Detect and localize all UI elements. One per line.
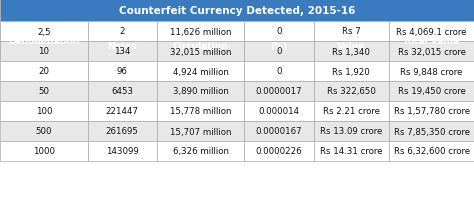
Text: Total Value: Total Value bbox=[403, 36, 460, 45]
Text: Rs 32,015 crore: Rs 32,015 crore bbox=[398, 47, 465, 56]
Bar bbox=[0, 42, 88, 62]
Text: Notes in
Circulation: Notes in Circulation bbox=[173, 31, 228, 50]
Text: 15,707 million: 15,707 million bbox=[170, 127, 231, 136]
Text: 10: 10 bbox=[38, 47, 49, 56]
Text: Rs 13.09 crore: Rs 13.09 crore bbox=[320, 127, 383, 136]
Bar bbox=[88, 22, 157, 42]
Bar bbox=[0, 22, 88, 60]
Bar bbox=[245, 22, 313, 60]
Text: 134: 134 bbox=[114, 47, 130, 56]
Bar bbox=[0, 121, 88, 141]
Text: Counterfeit
(%): Counterfeit (%) bbox=[250, 31, 308, 50]
Text: 0.0000017: 0.0000017 bbox=[255, 87, 302, 96]
Text: Counterfeit
Value: Counterfeit Value bbox=[322, 31, 381, 50]
Bar bbox=[389, 62, 474, 82]
Bar bbox=[157, 121, 245, 141]
Bar bbox=[0, 62, 88, 82]
Bar bbox=[88, 42, 157, 62]
Text: 4,924 million: 4,924 million bbox=[173, 67, 228, 76]
Bar bbox=[313, 42, 389, 62]
Bar bbox=[313, 22, 389, 42]
Bar bbox=[389, 101, 474, 121]
Text: Rs 1,57,780 crore: Rs 1,57,780 crore bbox=[393, 107, 470, 116]
Text: 143099: 143099 bbox=[106, 147, 138, 156]
Bar bbox=[157, 42, 245, 62]
Bar bbox=[245, 22, 313, 42]
Text: Rs 4,069.1 crore: Rs 4,069.1 crore bbox=[396, 27, 467, 36]
Bar bbox=[88, 62, 157, 82]
Text: Rs 7,85,350 crore: Rs 7,85,350 crore bbox=[393, 127, 470, 136]
Text: 0: 0 bbox=[276, 27, 282, 36]
Text: 15,778 million: 15,778 million bbox=[170, 107, 231, 116]
Bar bbox=[157, 22, 245, 42]
Bar bbox=[389, 121, 474, 141]
Bar bbox=[313, 121, 389, 141]
Bar bbox=[0, 0, 474, 22]
Bar bbox=[245, 62, 313, 82]
Bar bbox=[245, 42, 313, 62]
Text: Rs 322,650: Rs 322,650 bbox=[327, 87, 376, 96]
Text: 0.000014: 0.000014 bbox=[258, 107, 300, 116]
Text: 261695: 261695 bbox=[106, 127, 138, 136]
Text: 2: 2 bbox=[119, 27, 125, 36]
Text: 20: 20 bbox=[38, 67, 49, 76]
Text: 221447: 221447 bbox=[106, 107, 139, 116]
Bar bbox=[313, 82, 389, 101]
Bar bbox=[88, 121, 157, 141]
Bar bbox=[88, 82, 157, 101]
Bar bbox=[389, 22, 474, 42]
Text: 0: 0 bbox=[276, 47, 282, 56]
Bar bbox=[157, 62, 245, 82]
Text: 32,015 million: 32,015 million bbox=[170, 47, 231, 56]
Text: Rs 19,450 crore: Rs 19,450 crore bbox=[398, 87, 465, 96]
Bar bbox=[245, 101, 313, 121]
Bar bbox=[0, 22, 88, 42]
Text: 0.0000226: 0.0000226 bbox=[255, 147, 302, 156]
Bar bbox=[313, 141, 389, 161]
Text: 0: 0 bbox=[276, 67, 282, 76]
Text: Rs 6,32,600 crore: Rs 6,32,600 crore bbox=[393, 147, 470, 156]
Text: 96: 96 bbox=[117, 67, 128, 76]
Text: Counterfeit
Notes: Counterfeit Notes bbox=[93, 31, 151, 50]
Text: Rs 14.31 crore: Rs 14.31 crore bbox=[320, 147, 383, 156]
Bar bbox=[157, 82, 245, 101]
Text: 100: 100 bbox=[36, 107, 52, 116]
Bar bbox=[245, 82, 313, 101]
Text: 50: 50 bbox=[38, 87, 49, 96]
Text: 3,890 million: 3,890 million bbox=[173, 87, 228, 96]
Bar bbox=[0, 141, 88, 161]
Text: 500: 500 bbox=[36, 127, 52, 136]
Text: Rs 2.21 crore: Rs 2.21 crore bbox=[323, 107, 380, 116]
Text: Rs 7: Rs 7 bbox=[342, 27, 361, 36]
Bar bbox=[313, 62, 389, 82]
Bar bbox=[313, 22, 389, 60]
Bar bbox=[157, 141, 245, 161]
Bar bbox=[389, 141, 474, 161]
Bar bbox=[157, 101, 245, 121]
Bar bbox=[88, 141, 157, 161]
Bar bbox=[0, 82, 88, 101]
Bar bbox=[313, 101, 389, 121]
Text: Rs 1,920: Rs 1,920 bbox=[332, 67, 370, 76]
Text: 1000: 1000 bbox=[33, 147, 55, 156]
Bar bbox=[389, 42, 474, 62]
Text: 6,326 million: 6,326 million bbox=[173, 147, 228, 156]
Text: Counterfeit Currency Detected, 2015-16: Counterfeit Currency Detected, 2015-16 bbox=[119, 6, 355, 16]
Bar bbox=[88, 22, 157, 60]
Text: 11,626 million: 11,626 million bbox=[170, 27, 231, 36]
Bar bbox=[157, 22, 245, 60]
Text: 6453: 6453 bbox=[111, 87, 133, 96]
Bar bbox=[0, 101, 88, 121]
Text: Rs 9,848 crore: Rs 9,848 crore bbox=[401, 67, 463, 76]
Bar bbox=[245, 121, 313, 141]
Bar bbox=[245, 141, 313, 161]
Text: 2,5: 2,5 bbox=[37, 27, 51, 36]
Text: 0.0000167: 0.0000167 bbox=[255, 127, 302, 136]
Bar bbox=[389, 82, 474, 101]
Text: Rs 1,340: Rs 1,340 bbox=[332, 47, 370, 56]
Bar bbox=[389, 22, 474, 60]
Text: Denomination: Denomination bbox=[8, 36, 80, 45]
Bar bbox=[88, 101, 157, 121]
